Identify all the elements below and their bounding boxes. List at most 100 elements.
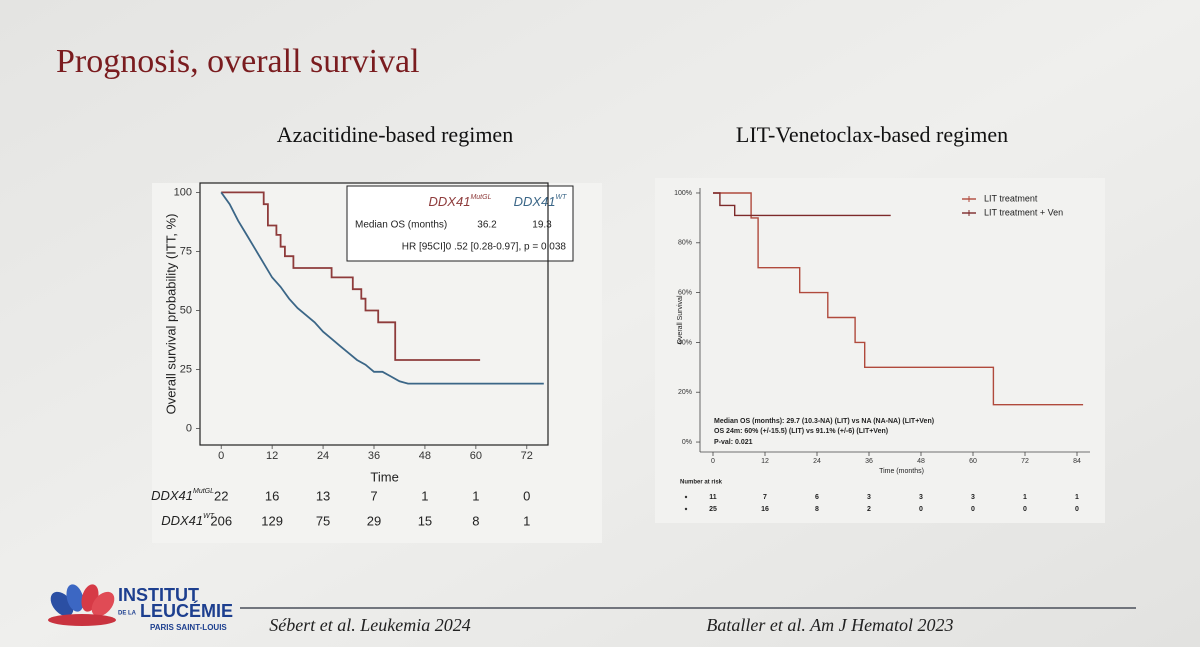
logo-text: LEUCÉMIE — [140, 600, 233, 621]
slide-title: Prognosis, overall survival — [56, 43, 420, 80]
annotation-text: Median OS (months) — [355, 220, 447, 231]
annotation-value: 36.2 — [477, 220, 497, 231]
y-tick-label: 50 — [180, 304, 192, 316]
x-tick-label: 12 — [266, 450, 278, 462]
legend-label: LIT treatment + Ven — [984, 207, 1063, 217]
survival-curve — [221, 191, 481, 361]
x-tick-label: 60 — [470, 450, 482, 462]
risk-count: 16 — [265, 488, 279, 503]
citation: Sébert et al. Leukemia 2024 — [269, 615, 470, 635]
x-tick-label: 60 — [969, 458, 977, 465]
risk-count: 1 — [1023, 494, 1027, 501]
risk-count: 8 — [472, 513, 479, 528]
x-tick-label: 84 — [1073, 458, 1081, 465]
x-tick-label: 12 — [761, 458, 769, 465]
logo-mark — [48, 584, 116, 626]
risk-count: 3 — [919, 494, 923, 501]
x-tick-label: 48 — [419, 450, 431, 462]
citation: Bataller et al. Am J Hematol 2023 — [706, 615, 953, 635]
logo-text: INSTITUT — [118, 585, 199, 605]
risk-row-marker — [684, 507, 688, 511]
x-tick-label: 72 — [521, 450, 533, 462]
risk-count: 6 — [815, 494, 819, 501]
y-axis-label: Overall survival probability (ITT, %) — [163, 214, 178, 415]
annotation-header: DDX41MutGL — [429, 194, 492, 210]
survival-curve — [713, 192, 891, 217]
risk-count: 7 — [763, 494, 767, 501]
x-tick-label: 24 — [813, 458, 821, 465]
risk-count: 2 — [867, 506, 871, 513]
risk-count: 3 — [867, 494, 871, 501]
y-tick-label: 40% — [678, 339, 692, 346]
chart-title: LIT-Venetoclax-based regimen — [736, 122, 1008, 147]
logo-text: DE LA — [118, 611, 137, 617]
group-name: DDX41 — [514, 194, 556, 209]
chart-title: Azacitidine-based regimen — [277, 122, 513, 147]
y-tick-label: 80% — [678, 240, 692, 247]
risk-count: 1 — [523, 513, 530, 528]
risk-count: 11 — [709, 494, 717, 501]
legend-label: LIT treatment — [984, 193, 1038, 203]
y-tick-label: 0 — [186, 422, 192, 434]
risk-count: 0 — [919, 506, 923, 513]
annotation-text: HR [95CI]0 .52 [0.28-0.97], p = 0.038 — [402, 242, 567, 253]
risk-count: 25 — [709, 506, 717, 513]
x-tick-label: 36 — [865, 458, 873, 465]
group-superscript: MutGL — [193, 488, 214, 495]
risk-count: 22 — [214, 488, 228, 503]
group-name: DDX41 — [161, 513, 203, 528]
survival-curve — [713, 192, 1084, 406]
logo-text: PARIS SAINT-LOUIS — [150, 623, 227, 632]
risk-count: 0 — [523, 488, 530, 503]
x-tick-label: 72 — [1021, 458, 1029, 465]
survival-curve — [220, 191, 544, 385]
x-axis-label: Time — [370, 469, 398, 484]
risk-count: 129 — [261, 513, 283, 528]
annotation-text: Median OS (months): 29.7 (10.3-NA) (LIT)… — [714, 418, 934, 425]
group-name: DDX41 — [151, 488, 193, 503]
y-tick-label: 20% — [678, 389, 692, 396]
x-tick-label: 0 — [711, 458, 715, 465]
y-tick-label: 75 — [180, 245, 192, 257]
risk-count: 29 — [367, 513, 381, 528]
x-tick-label: 0 — [218, 450, 224, 462]
risk-count: 206 — [210, 513, 232, 528]
annotation-text: P-val: 0.021 — [714, 439, 753, 446]
x-tick-label: 48 — [917, 458, 925, 465]
risk-count: 7 — [370, 488, 377, 503]
group-name: DDX41 — [429, 194, 471, 209]
annotation-header: DDX41WT — [514, 194, 568, 210]
group-superscript: WT — [556, 194, 568, 201]
annotation-text: OS 24m: 60% (+/-15.5) (LIT) vs 91.1% (+/… — [714, 428, 888, 435]
risk-count: 15 — [418, 513, 432, 528]
risk-row-marker — [684, 495, 688, 499]
risk-count: 13 — [316, 488, 330, 503]
y-tick-label: 60% — [678, 289, 692, 296]
risk-row-label: DDX41MutGL — [151, 488, 214, 504]
risk-count: 3 — [971, 494, 975, 501]
y-tick-label: 0% — [682, 439, 692, 446]
x-tick-label: 24 — [317, 450, 329, 462]
risk-count: 0 — [971, 506, 975, 513]
risk-count: 1 — [421, 488, 428, 503]
risk-count: 1 — [472, 488, 479, 503]
y-axis-label: Overall Survival — [677, 295, 684, 344]
risk-count: 75 — [316, 513, 330, 528]
risk-row-label: DDX41WT — [161, 513, 215, 529]
group-superscript: WT — [203, 513, 215, 520]
risk-count: 16 — [761, 506, 769, 513]
annotation-value: 19.3 — [532, 220, 552, 231]
risk-count: 1 — [1075, 494, 1079, 501]
risk-table-title: Number at risk — [680, 480, 723, 486]
annotation-box — [346, 185, 574, 262]
x-axis-label: Time (months) — [879, 468, 924, 475]
group-superscript: MutGL — [470, 194, 491, 201]
chart-panel — [655, 178, 1105, 523]
y-tick-label: 100% — [674, 190, 692, 197]
y-tick-label: 25 — [180, 363, 192, 375]
risk-count: 0 — [1023, 506, 1027, 513]
y-tick-label: 100 — [174, 186, 192, 198]
risk-count: 8 — [815, 506, 819, 513]
